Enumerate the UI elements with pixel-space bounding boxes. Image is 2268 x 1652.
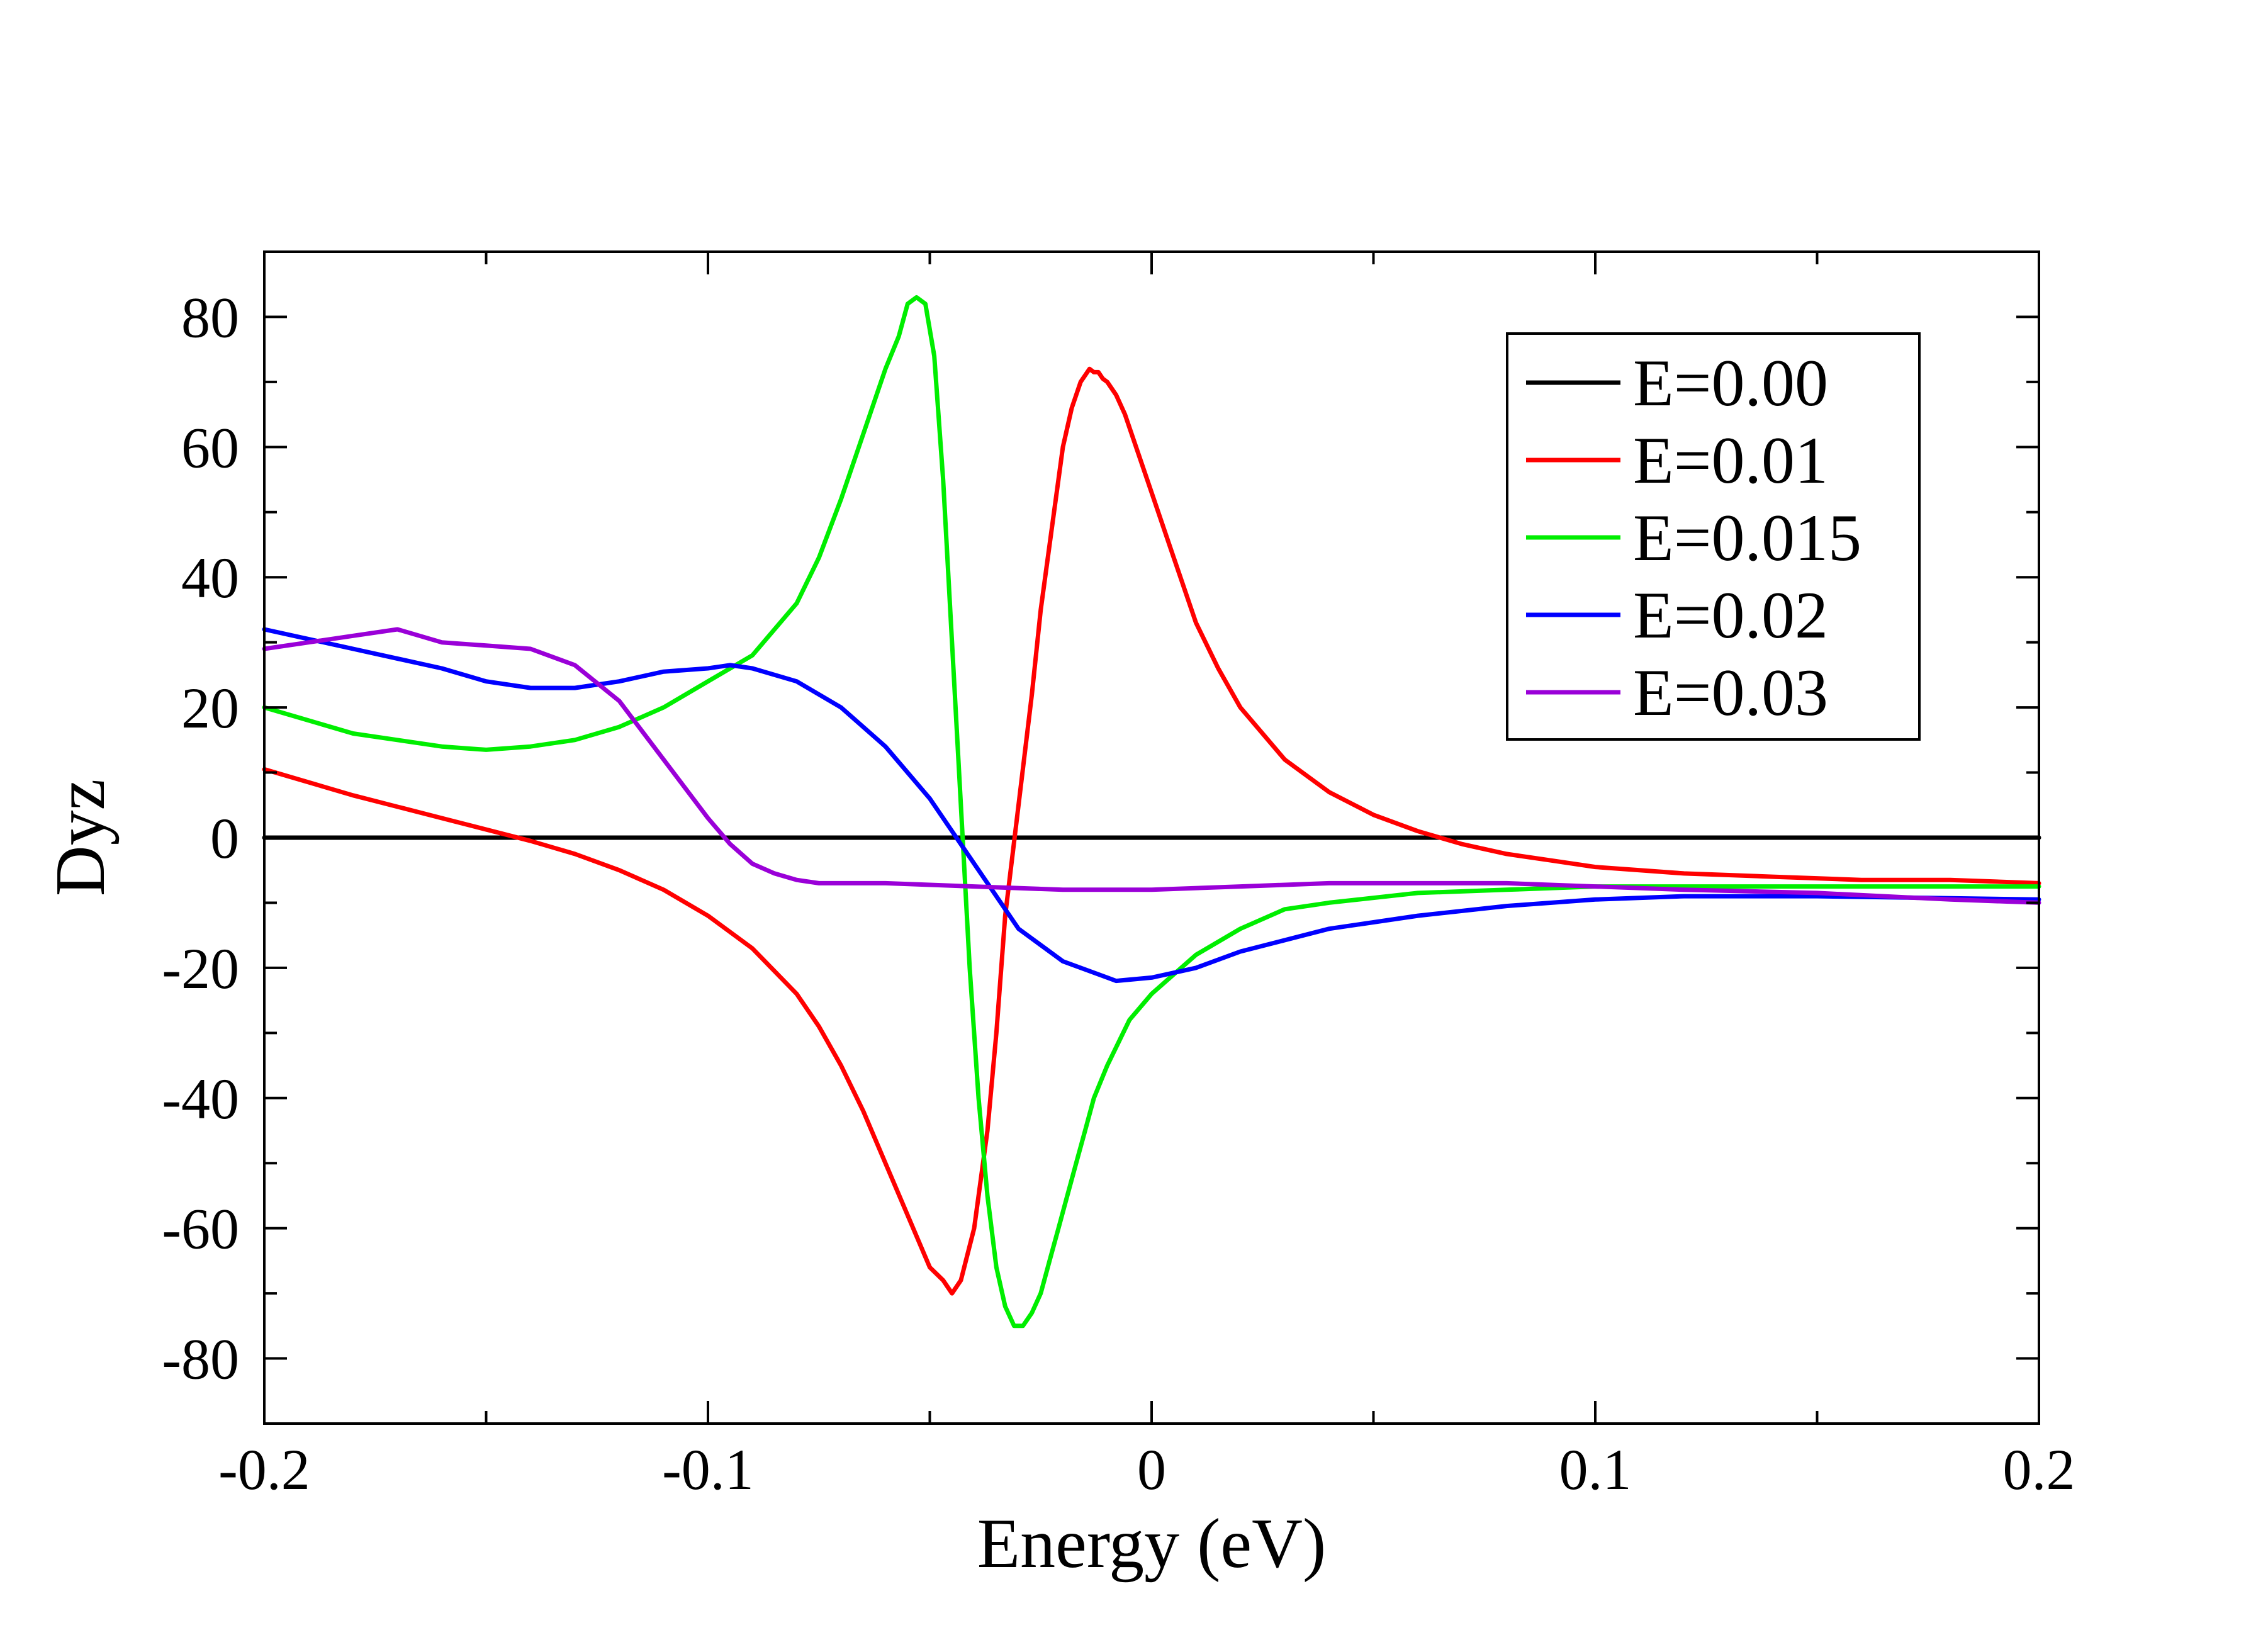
series-layer (262, 295, 2041, 1329)
x-tick-label: -0.2 (218, 1437, 310, 1502)
x-tick-label: 0 (1137, 1437, 1166, 1502)
x-axis-title: Energy (eV) (977, 1505, 1327, 1583)
y-tick-label: -80 (162, 1327, 239, 1391)
y-tick-label: -60 (162, 1197, 239, 1261)
legend-label: E=0.015 (1633, 501, 1861, 575)
legend-label: E=0.00 (1633, 346, 1828, 420)
series-line (262, 366, 2041, 1296)
x-tick-label: -0.1 (662, 1437, 754, 1502)
y-axis-title: Dyz (42, 779, 120, 897)
y-tick-label: 40 (181, 546, 239, 610)
y-tick-label: 80 (181, 285, 239, 349)
y-tick-label: 0 (210, 806, 239, 870)
legend-label: E=0.03 (1633, 656, 1828, 729)
tick-labels: -0.2 -0.1 0 0.1 0.2 -80 -60 -40 -20 0 20 40 60 80 (162, 285, 2075, 1502)
x-tick-label: 0.1 (1559, 1437, 1632, 1502)
y-tick-label: -40 (162, 1067, 239, 1131)
x-tick-label: 0.2 (2003, 1437, 2075, 1502)
series-line (262, 627, 2041, 984)
y-tick-label: 20 (181, 676, 239, 740)
ticks-layer (263, 250, 2040, 1425)
y-tick-label: 60 (181, 415, 239, 480)
legend-label: E=0.01 (1633, 424, 1828, 497)
series-line (262, 627, 2041, 905)
legend-label: E=0.02 (1633, 578, 1828, 652)
y-tick-label: -20 (162, 936, 239, 1001)
